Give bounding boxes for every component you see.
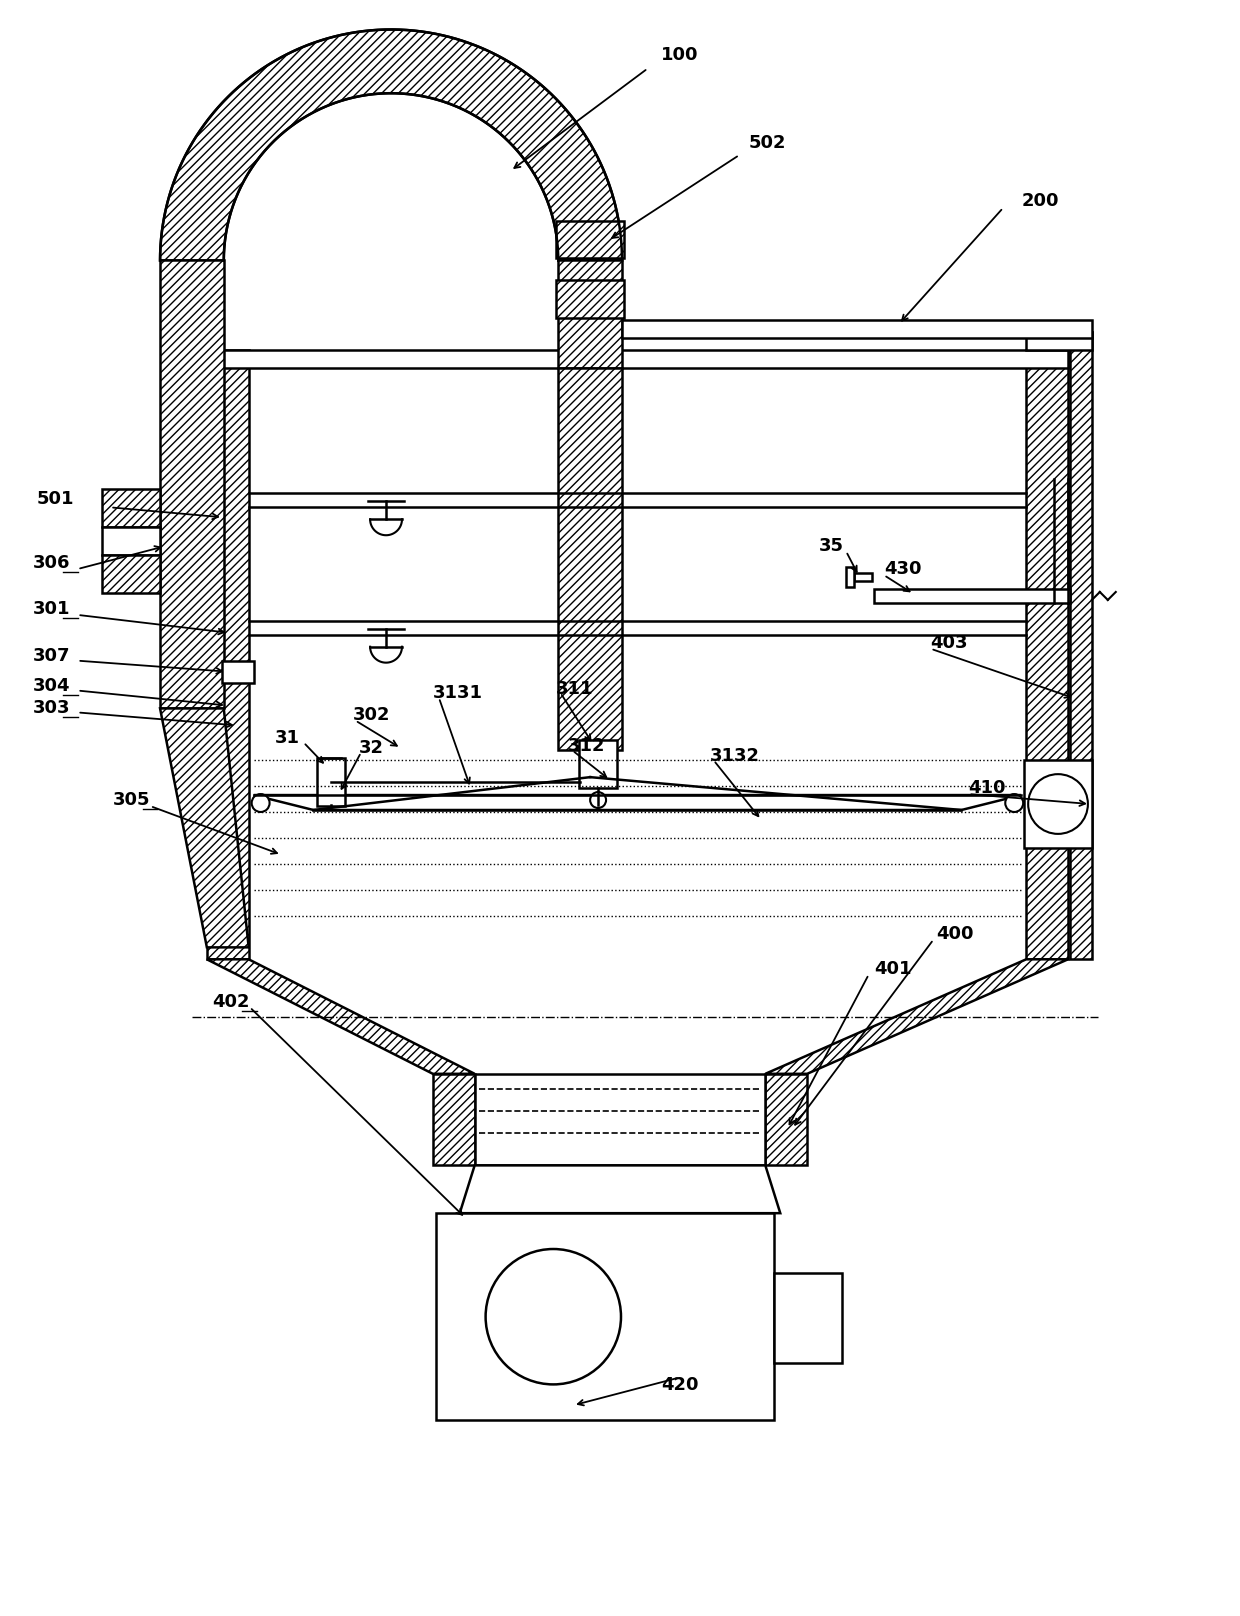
Text: 35: 35 [818,537,844,556]
Polygon shape [765,960,1068,1073]
Bar [160,260,223,708]
Bar [622,320,1092,338]
Circle shape [252,793,269,811]
Polygon shape [254,795,1022,810]
Circle shape [580,768,600,787]
Text: 403: 403 [930,633,968,651]
Polygon shape [160,29,622,260]
Text: 302: 302 [353,706,391,724]
Bar [435,1214,774,1420]
Circle shape [590,792,606,808]
Bar [557,280,624,318]
Text: 420: 420 [661,1377,698,1395]
Text: 301: 301 [33,600,71,617]
Bar [846,567,854,587]
Bar [557,221,624,259]
Text: 311: 311 [557,680,594,698]
Bar [1070,333,1092,960]
Text: 303: 303 [33,700,71,718]
Text: 410: 410 [968,779,1006,797]
Text: 306: 306 [33,554,71,572]
Text: 304: 304 [33,677,71,695]
Bar [854,574,872,582]
Text: 305: 305 [113,792,150,810]
Bar [317,758,345,806]
Text: 312: 312 [568,737,605,755]
Polygon shape [460,1165,780,1214]
Text: 307: 307 [33,646,71,664]
Text: 401: 401 [874,960,911,978]
Polygon shape [207,960,475,1073]
Bar [103,490,160,527]
Text: 501: 501 [37,490,74,509]
Text: 200: 200 [1022,192,1059,210]
Text: 400: 400 [936,926,975,944]
Bar [103,527,160,556]
Bar [1027,333,1092,351]
Circle shape [1028,774,1087,834]
Bar [874,588,1070,603]
Bar [1024,760,1092,848]
Bar [774,1273,842,1362]
Bar [475,1073,765,1165]
Bar [1027,351,1068,960]
Bar [207,351,249,960]
Bar [579,740,618,789]
Text: 402: 402 [212,994,249,1012]
Text: 3131: 3131 [433,684,482,701]
Bar [558,260,622,368]
Bar [765,1073,807,1165]
Bar [222,661,254,682]
Text: 430: 430 [884,561,921,579]
Text: 32: 32 [360,739,384,758]
Bar [433,1073,475,1165]
Text: 502: 502 [749,134,786,152]
Bar [558,368,622,750]
Circle shape [1006,793,1023,811]
Bar [207,351,1068,368]
Bar [103,556,160,593]
Text: 100: 100 [661,47,698,65]
Polygon shape [160,708,249,947]
Text: 3132: 3132 [709,747,760,766]
Circle shape [486,1249,621,1385]
Text: 31: 31 [274,729,299,747]
